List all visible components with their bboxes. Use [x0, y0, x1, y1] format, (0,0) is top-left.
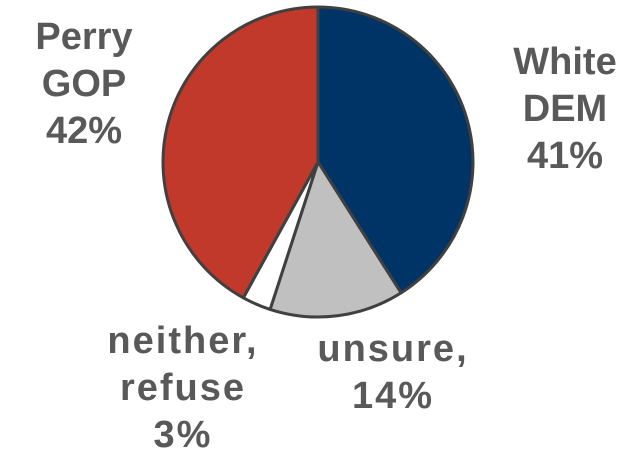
- slice-label-white-dem: White DEM 41%: [500, 39, 630, 180]
- slice-label-unsure: unsure, 14%: [298, 326, 488, 420]
- slice-label-white-dem-line-3: 41%: [526, 135, 604, 177]
- pie-slice-perry-gop: [161, 5, 320, 300]
- slice-label-neither-refuse-line-3: 3%: [153, 414, 213, 456]
- slice-label-perry-gop-line-3: 42%: [45, 110, 123, 152]
- slice-label-perry-gop-line-1: Perry: [35, 16, 133, 58]
- slice-label-white-dem-line-2: DEM: [522, 88, 608, 130]
- slice-label-perry-gop-line-2: GOP: [41, 63, 127, 105]
- slice-label-white-dem-line-1: White: [513, 41, 617, 83]
- slice-label-neither-refuse: neither, refuse 3%: [88, 318, 278, 459]
- pie-slice-unsure: [268, 160, 403, 319]
- slice-label-perry-gop: Perry GOP 42%: [18, 14, 150, 155]
- slice-label-neither-refuse-line-1: neither,: [107, 320, 259, 362]
- slice-label-unsure-line-2: 14%: [351, 375, 435, 417]
- slice-label-neither-refuse-line-2: refuse: [119, 367, 247, 409]
- slice-label-unsure-line-1: unsure,: [317, 328, 469, 370]
